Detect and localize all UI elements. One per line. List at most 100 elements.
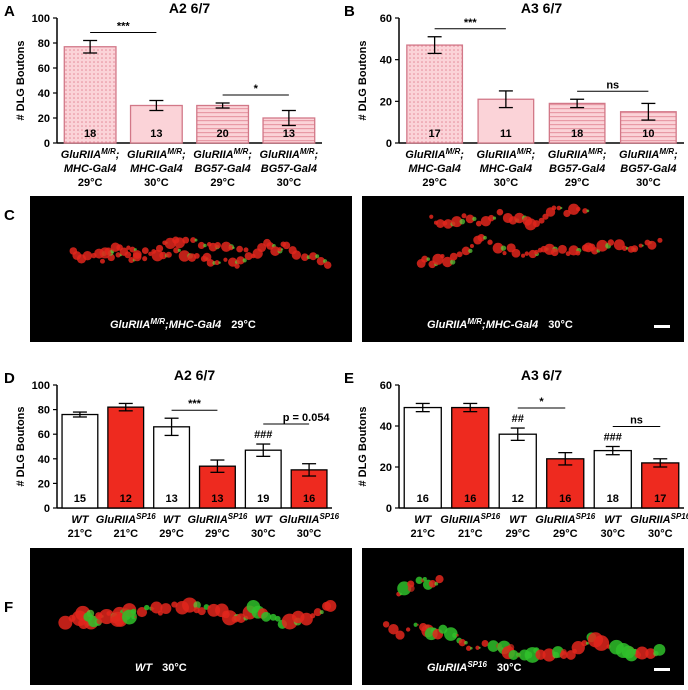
bouton xyxy=(313,608,322,617)
label-part: ; xyxy=(674,149,678,161)
bouton xyxy=(582,208,588,214)
y-tick-label: 60 xyxy=(38,429,50,441)
genotype-label: 29°C xyxy=(553,528,578,540)
bouton xyxy=(638,243,643,248)
label-part: M/R xyxy=(300,147,315,156)
bouton xyxy=(641,244,644,247)
label-part: 30°C xyxy=(144,177,169,189)
bouton xyxy=(142,256,148,262)
genotype-label: 29°C xyxy=(505,528,530,540)
genotype-label: 29°C xyxy=(159,528,184,540)
genotype-label: MHC-Gal4 xyxy=(130,163,183,175)
bouton xyxy=(428,579,437,588)
n-label: 16 xyxy=(464,493,476,505)
label-part: BG57-Gal4 xyxy=(195,163,251,175)
bar xyxy=(198,465,236,509)
genotype-label: GluRIIASP16 xyxy=(279,512,339,527)
genotype-label: 30°C xyxy=(144,177,169,189)
bouton xyxy=(173,247,180,254)
significance-label: *** xyxy=(464,17,478,29)
genotype-label: WT xyxy=(255,514,273,526)
label-part: WT xyxy=(255,514,273,526)
genotype-label: 21°C xyxy=(410,528,435,540)
significance-label: p = 0.054 xyxy=(283,412,331,424)
bouton xyxy=(472,216,477,222)
bouton xyxy=(456,633,459,637)
bouton xyxy=(395,630,405,640)
bouton xyxy=(596,239,609,252)
bouton xyxy=(478,646,481,649)
label-part: ; xyxy=(603,149,607,161)
genotype-label: GluRIIAM/R;MHC-Gal4 30°C xyxy=(427,317,573,332)
y-tick-label: 60 xyxy=(380,13,392,25)
bouton xyxy=(461,246,471,256)
n-label: 13 xyxy=(211,493,223,505)
label-part: GluRIIA xyxy=(260,149,300,161)
genotype-label: 30°C xyxy=(494,177,519,189)
y-tick-label: 0 xyxy=(386,503,392,515)
label-part: MHC-Gal4 xyxy=(169,319,222,331)
bouton xyxy=(182,597,198,613)
bouton xyxy=(214,242,221,249)
bouton xyxy=(405,627,411,632)
genotype-label: 29°C xyxy=(565,177,590,189)
y-axis-label: # DLG Boutons xyxy=(15,406,27,486)
bouton xyxy=(459,218,466,225)
bouton xyxy=(500,245,507,251)
bouton xyxy=(635,646,649,660)
label-part: M/R xyxy=(659,147,674,156)
bouton xyxy=(657,237,663,243)
bouton xyxy=(310,613,316,619)
bouton xyxy=(121,609,137,625)
bouton xyxy=(243,247,249,253)
y-tick-label: 100 xyxy=(32,380,50,392)
bouton xyxy=(415,576,423,585)
bar xyxy=(593,449,632,509)
label-part: 21°C xyxy=(410,528,435,540)
bouton xyxy=(449,252,458,261)
y-tick-label: 60 xyxy=(380,380,392,392)
genotype-label: BG57-Gal4 xyxy=(620,163,676,175)
genotype-label: BG57-Gal4 xyxy=(261,163,317,175)
y-tick-label: 40 xyxy=(380,55,392,67)
genotype-label: 21°C xyxy=(68,528,93,540)
label-part: SP16 xyxy=(576,512,596,521)
genotype-label: GluRIIASP16 xyxy=(535,512,595,527)
genotype-label: GluRIIAM/R; xyxy=(477,147,536,162)
n-label: 13 xyxy=(283,128,295,140)
label-part: 29°C xyxy=(505,528,530,540)
label-part: GluRIIA xyxy=(405,149,445,161)
y-tick-label: 20 xyxy=(380,462,392,474)
bouton xyxy=(202,252,212,262)
bouton xyxy=(148,251,153,256)
bouton xyxy=(426,257,430,261)
significance-label: *** xyxy=(117,21,131,33)
label-part: 29°C xyxy=(565,177,590,189)
genotype-label: WT xyxy=(509,514,527,526)
label-part: WT xyxy=(604,514,622,526)
bouton xyxy=(309,252,318,261)
label-part: BG57-Gal4 xyxy=(620,163,676,175)
y-tick-label: 100 xyxy=(32,13,50,25)
label-part: ; xyxy=(460,149,464,161)
n-label: 18 xyxy=(84,128,96,140)
bouton xyxy=(261,611,272,622)
n-label: 11 xyxy=(500,128,512,140)
bouton xyxy=(82,251,93,261)
y-tick-label: 40 xyxy=(380,421,392,433)
bouton xyxy=(257,243,267,253)
label-part: GluRIIA xyxy=(127,149,167,161)
bouton xyxy=(524,251,530,256)
label-part: ; xyxy=(116,149,120,161)
bouton xyxy=(301,253,309,262)
bouton xyxy=(136,606,148,618)
bouton xyxy=(533,249,539,255)
micrograph xyxy=(362,548,684,685)
genotype-label: BG57-Gal4 xyxy=(549,163,605,175)
bouton xyxy=(274,615,281,622)
bouton xyxy=(422,576,427,582)
bouton xyxy=(315,254,320,259)
label-part: SP16 xyxy=(228,512,248,521)
bouton xyxy=(407,580,415,588)
bouton xyxy=(382,621,390,628)
